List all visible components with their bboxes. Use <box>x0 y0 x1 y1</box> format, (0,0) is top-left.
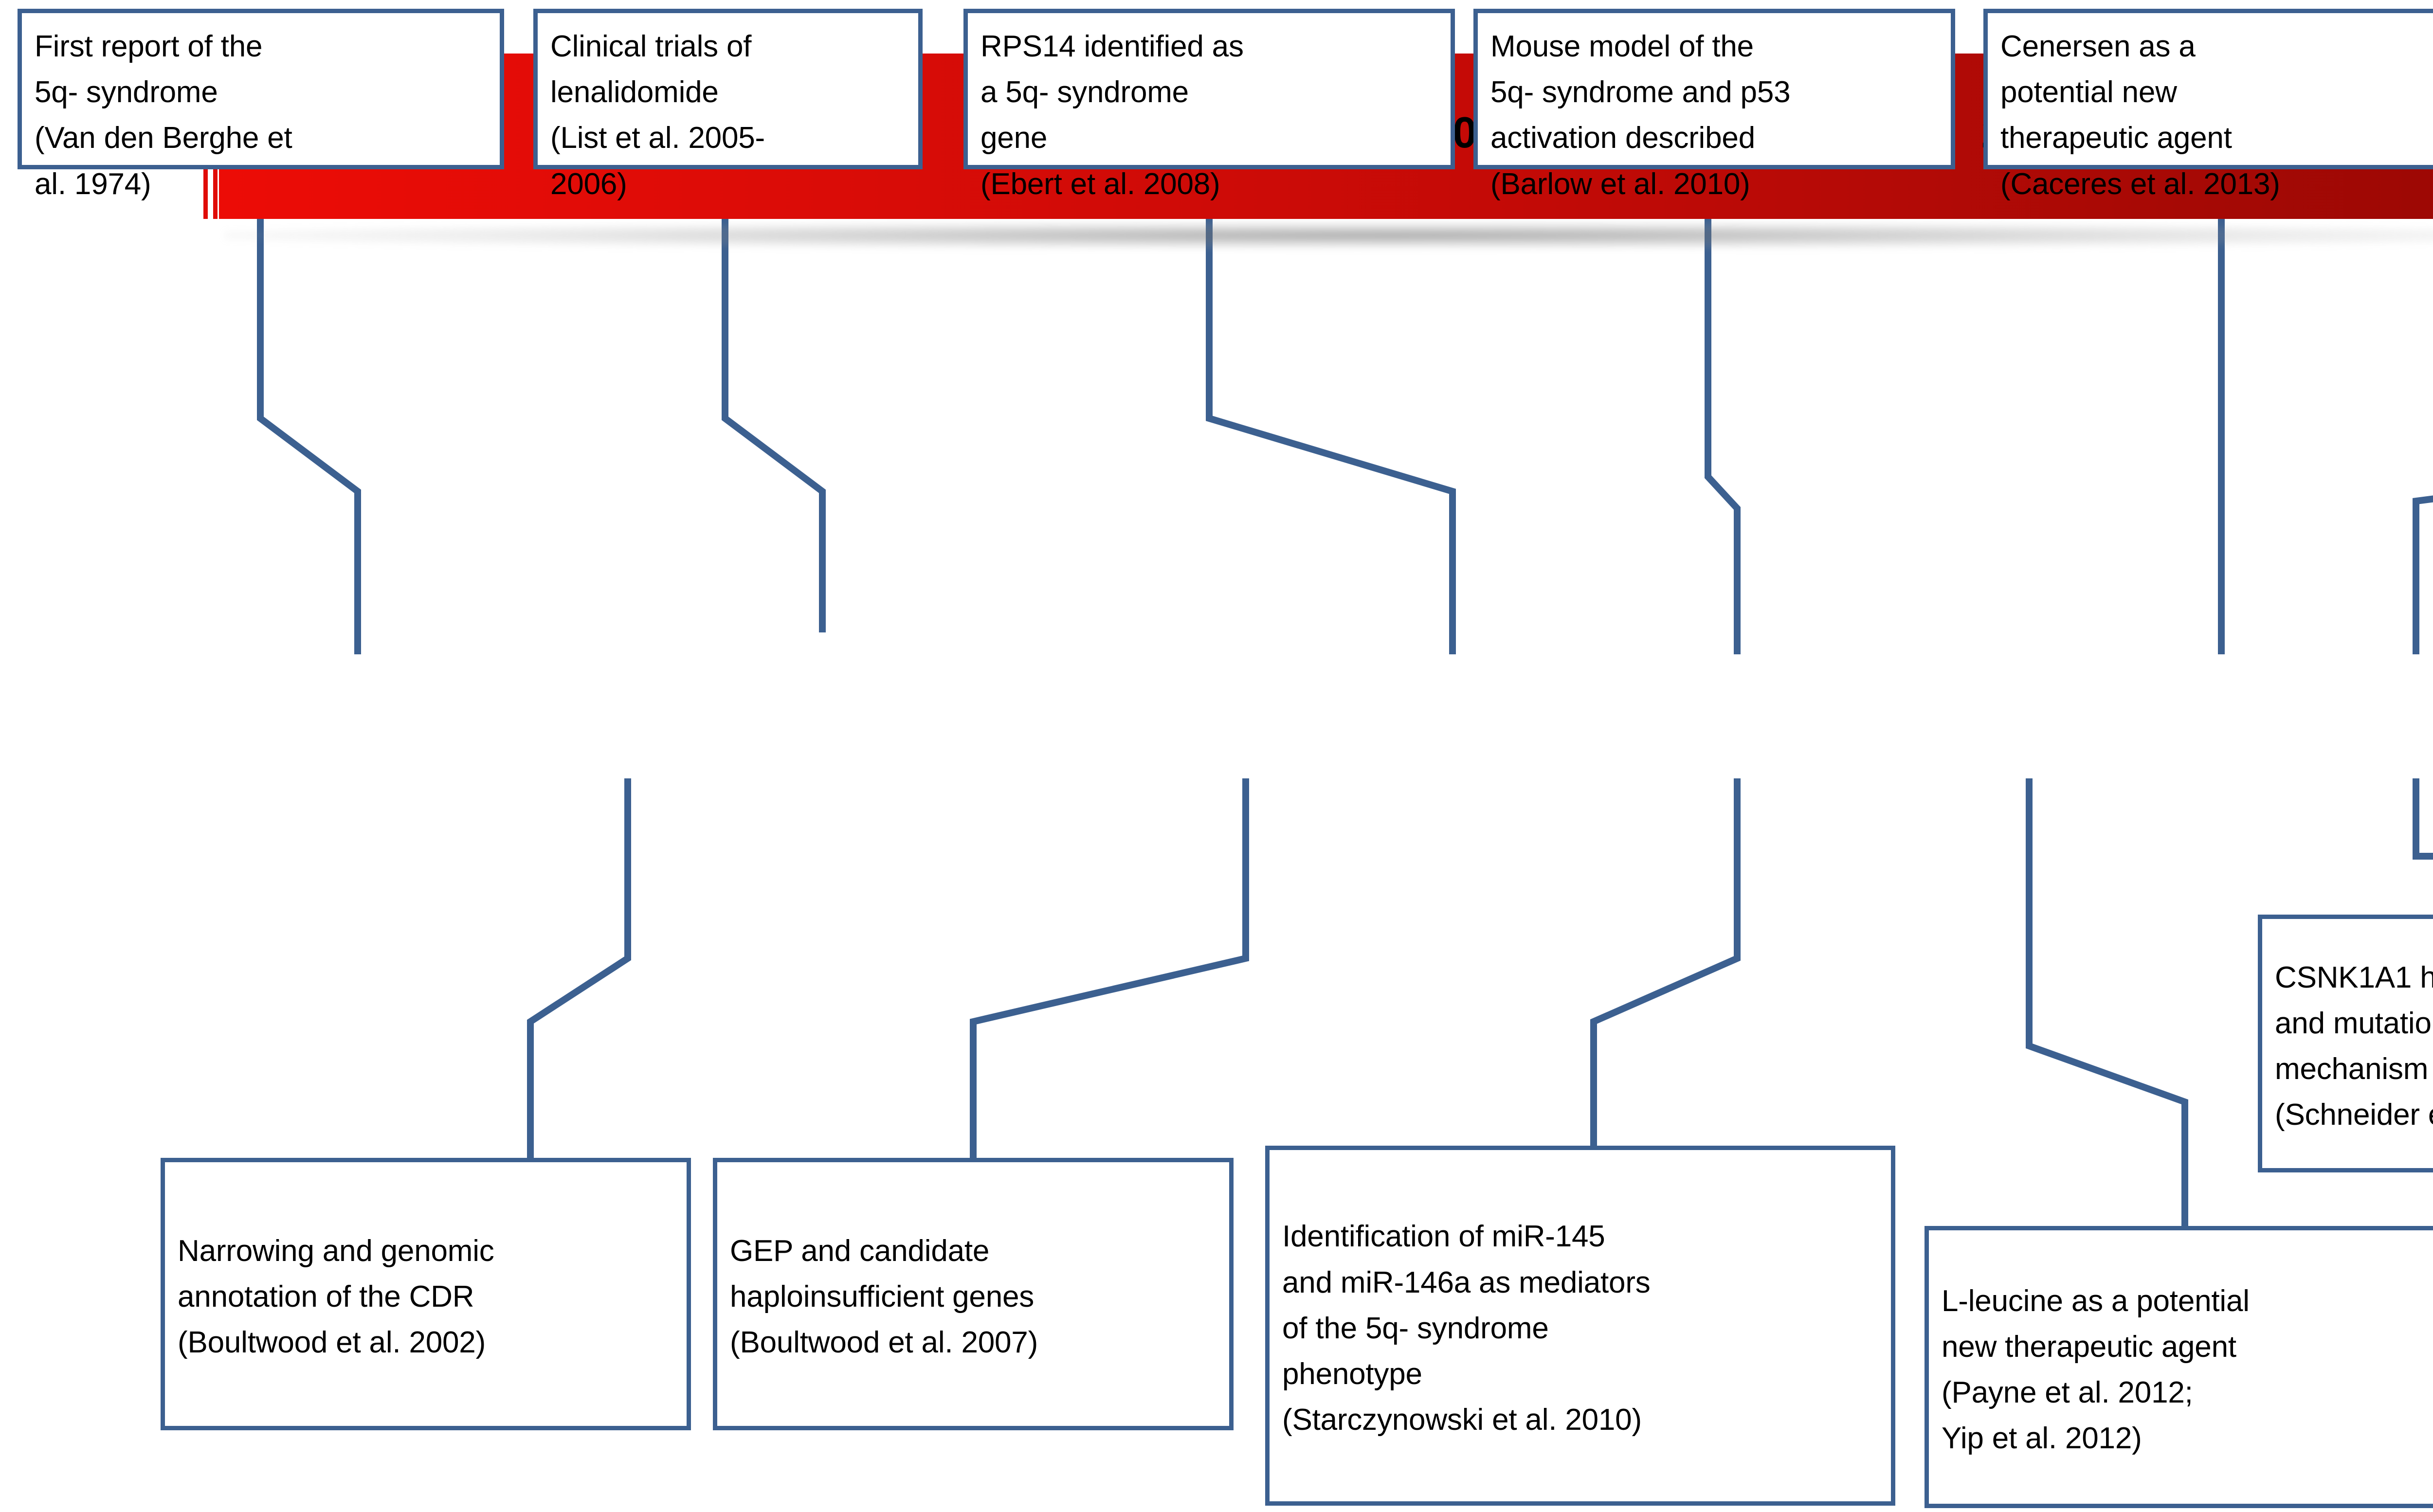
connector-2002b <box>527 778 631 1158</box>
callout-box-2002[interactable]: Narrowing and genomic annotation of the … <box>161 1158 691 1430</box>
callout-box-1974[interactable]: First report of the 5q- syndrome (Van de… <box>18 9 504 201</box>
callout-box-2012[interactable]: L-leucine as a potential new therapeutic… <box>1925 1226 2433 1508</box>
connector-1974 <box>257 82 361 654</box>
timeline-shadow <box>224 221 2433 250</box>
callout-box-2014-bottom[interactable]: CSNK1A1 haploinsufficiency and mutations… <box>2258 915 2433 1172</box>
callout-box-2008[interactable]: RPS14 identified as a 5q- syndrome gene … <box>963 9 1455 201</box>
callout-box-2010-bottom[interactable]: Identification of miR-145 and miR-146a a… <box>1265 1146 1895 1506</box>
connector-2010 <box>1705 82 1741 654</box>
callout-box-2010[interactable]: Mouse model of the 5q- syndrome and p53 … <box>1473 9 1955 201</box>
connector-2010b <box>1590 778 1741 1146</box>
callout-box-2013[interactable]: Cenersen as a potential new therapeutic … <box>1983 9 2433 201</box>
connector-2014c <box>2413 778 2433 860</box>
connector-2007b <box>970 778 1249 1158</box>
connector-2008 <box>1206 82 1456 654</box>
callout-box-2005[interactable]: Clinical trials of lenalidomide (List et… <box>533 9 923 201</box>
connector-2014 <box>2413 495 2433 654</box>
connector-2012b <box>2026 778 2188 1226</box>
connector-2005 <box>722 82 826 632</box>
callout-box-2007[interactable]: GEP and candidate haploinsufficient gene… <box>713 1158 1234 1430</box>
